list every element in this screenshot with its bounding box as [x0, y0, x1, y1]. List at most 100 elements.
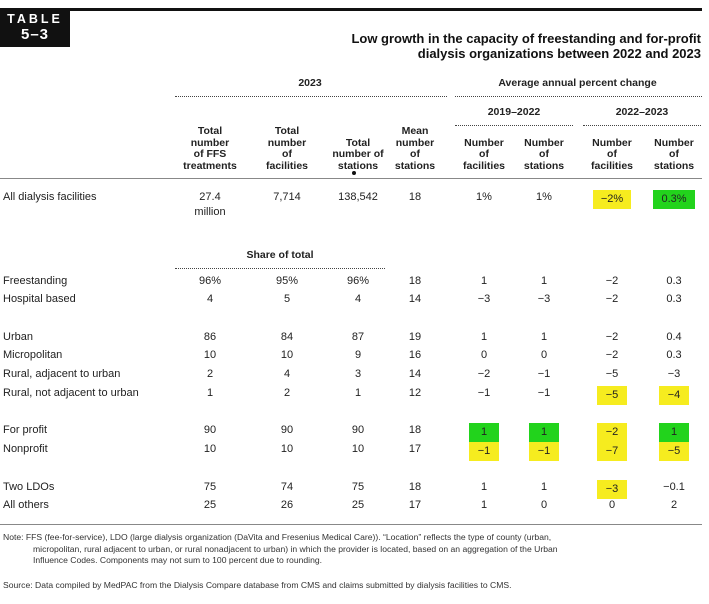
highlighted-value: −3: [597, 480, 627, 499]
table-cell: 19: [385, 330, 445, 345]
column-header-line: of: [479, 148, 489, 160]
cell-value: −2: [605, 275, 619, 287]
table-cell: 12: [385, 386, 445, 401]
column-header-line: of: [282, 148, 292, 160]
cell-value: 18: [408, 275, 422, 287]
column-header-line: Mean: [401, 125, 429, 137]
cell-value: 1%: [476, 191, 492, 203]
top-rule: [0, 8, 702, 11]
table-cell: −2: [582, 348, 642, 363]
table-cell: 0: [454, 348, 514, 363]
cell-value: 86: [203, 331, 217, 343]
table-cell: 1: [454, 274, 514, 289]
row-label: Hospital based: [3, 293, 76, 305]
column-header-line: of: [607, 148, 617, 160]
column-header-line: number: [267, 136, 307, 149]
cell-value: 12: [408, 387, 422, 399]
cell-value: −2: [605, 349, 619, 361]
table-cell: −3: [514, 292, 574, 307]
cell-value: 0.3: [666, 349, 682, 361]
cell-value: 5: [283, 293, 291, 305]
table-cell: −2%: [582, 190, 642, 209]
column-header: Total number of facilities: [257, 125, 317, 172]
cell-value: −3: [667, 368, 681, 380]
badge-number: 5–3: [20, 26, 50, 43]
table-cell: 75: [328, 480, 388, 495]
table-cell: 26: [257, 498, 317, 513]
table-cell: 18: [385, 274, 445, 289]
cell-unit: million: [194, 206, 226, 218]
table-cell: −3: [644, 367, 704, 382]
cell-value: 10: [203, 349, 217, 361]
cell-value: 19: [408, 331, 422, 343]
table-title: Low growth in the capacity of freestandi…: [221, 31, 701, 61]
column-header-line: of: [669, 148, 679, 160]
column-header-line: treatments: [183, 159, 237, 172]
table-cell: 2: [257, 386, 317, 401]
column-header-line: stations: [394, 159, 436, 172]
highlighted-value: −4: [659, 386, 689, 405]
cell-value: 75: [351, 481, 365, 493]
table-cell: 2: [644, 498, 704, 513]
cell-value: 4: [206, 293, 214, 305]
cell-value: 90: [280, 424, 294, 436]
cell-value: 1: [540, 331, 548, 343]
table-cell: −2: [582, 292, 642, 307]
table-cell: 1: [644, 423, 704, 442]
row-label: All dialysis facilities: [3, 191, 97, 203]
cell-value: 0.3: [666, 275, 682, 287]
table-cell: −3: [582, 480, 642, 499]
table-cell: 10: [180, 442, 240, 457]
column-header-line: stations: [523, 159, 565, 172]
cell-value: 75: [203, 481, 217, 493]
column-header-line: Number: [592, 136, 632, 149]
cell-value: 4: [283, 368, 291, 380]
highlighted-value: 1: [469, 423, 499, 442]
cell-value: 1%: [536, 191, 552, 203]
column-header: Number of stations: [646, 137, 702, 173]
cell-value: 18: [408, 424, 422, 436]
table-cell: 18: [385, 190, 445, 205]
column-header-line: facilities: [462, 159, 506, 172]
cell-value: 16: [408, 349, 422, 361]
table-cell: 18: [385, 423, 445, 438]
row-label: Two LDOs: [3, 481, 55, 493]
cell-value: 10: [280, 443, 294, 455]
table-cell: −5: [582, 367, 642, 382]
table-cell: 96%: [328, 274, 388, 289]
table-cell: 0: [582, 498, 642, 513]
highlighted-value: −5: [659, 442, 689, 461]
cell-value: −3: [477, 293, 491, 305]
cell-value: 87: [351, 331, 365, 343]
table-cell: 25: [180, 498, 240, 513]
cell-value: 9: [354, 349, 362, 361]
table-cell: 0.4: [644, 330, 704, 345]
table-cell: 1: [454, 480, 514, 495]
table-cell: −1: [514, 367, 574, 382]
column-header-line: of FFS: [193, 148, 227, 160]
table-cell: 1%: [454, 190, 514, 205]
highlighted-value: −1: [529, 442, 559, 461]
cell-value: 0: [480, 349, 488, 361]
table-source: Source: Data compiled by MedPAC from the…: [3, 580, 512, 590]
cell-value: 1: [480, 481, 488, 493]
table-cell: 10: [257, 348, 317, 363]
table-cell: 1%: [514, 190, 574, 205]
table-cell: 2: [180, 367, 240, 382]
highlighted-value: −7: [597, 442, 627, 461]
table-cell: 5: [257, 292, 317, 307]
table-cell: 138,542: [328, 190, 388, 205]
cell-value: 1: [206, 387, 214, 399]
cell-value: 14: [408, 368, 422, 380]
highlighted-value: −2: [597, 423, 627, 442]
table-cell: 0.3%: [644, 190, 704, 209]
table-cell: 96%: [180, 274, 240, 289]
note-line: micropolitan, rural adjacent to urban, o…: [33, 543, 558, 554]
group-year: 2023: [298, 77, 322, 89]
cell-value: −2: [477, 368, 491, 380]
table-cell: 90: [180, 423, 240, 438]
table-cell: 90: [257, 423, 317, 438]
table-cell: −2: [582, 274, 642, 289]
column-header-line: facilities: [265, 159, 309, 172]
cell-value: 0.4: [666, 331, 682, 343]
